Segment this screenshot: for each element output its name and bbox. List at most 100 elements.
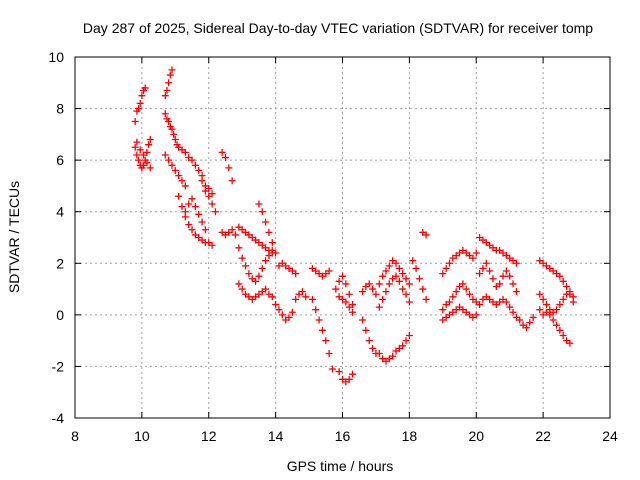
data-point <box>175 192 183 200</box>
data-point <box>188 156 196 164</box>
data-point <box>292 270 300 278</box>
data-point <box>379 295 387 303</box>
data-point <box>178 203 186 211</box>
data-point <box>439 270 447 278</box>
y-tick-label: -4 <box>52 410 65 426</box>
data-point <box>265 228 273 236</box>
data-point <box>379 272 387 280</box>
data-point <box>131 117 139 125</box>
x-tick-label: 10 <box>134 428 150 444</box>
data-point <box>339 272 346 280</box>
data-point <box>191 161 199 169</box>
data-point <box>195 166 203 174</box>
data-point <box>359 288 367 296</box>
data-point <box>546 311 554 319</box>
data-point <box>181 182 189 190</box>
data-point <box>335 368 343 376</box>
data-point <box>369 344 377 352</box>
data-point <box>165 156 173 164</box>
data-point <box>553 306 560 314</box>
data-point <box>496 280 504 288</box>
data-point <box>342 298 350 306</box>
data-point <box>402 290 410 298</box>
data-point <box>272 249 280 257</box>
data-point <box>145 141 153 149</box>
data-point <box>198 177 206 185</box>
data-point <box>188 226 196 234</box>
data-point <box>268 239 276 247</box>
data-point <box>522 324 530 332</box>
data-point <box>512 259 520 267</box>
data-point <box>476 301 484 309</box>
data-point <box>502 298 510 306</box>
data-point <box>265 252 273 260</box>
data-point <box>479 264 487 272</box>
data-point <box>136 146 144 154</box>
data-point <box>140 151 148 159</box>
data-point <box>539 295 547 303</box>
data-point <box>211 208 219 216</box>
data-point <box>143 159 151 167</box>
data-point <box>315 316 323 324</box>
data-point <box>255 200 263 208</box>
data-point <box>563 282 571 290</box>
data-point <box>382 267 390 275</box>
data-point <box>365 337 373 345</box>
y-tick-label: 0 <box>56 307 64 323</box>
data-point <box>175 172 183 180</box>
data-point <box>399 342 407 350</box>
data-point <box>559 295 567 303</box>
data-point <box>375 280 383 288</box>
data-point <box>509 308 517 316</box>
data-point <box>422 231 430 239</box>
data-point <box>405 280 413 288</box>
data-point <box>359 316 367 324</box>
data-point <box>225 164 233 172</box>
data-point <box>232 231 239 239</box>
data-point <box>198 218 206 226</box>
y-tick-label: 6 <box>56 152 64 168</box>
data-point <box>178 177 186 185</box>
x-tick-label: 12 <box>201 428 217 444</box>
data-point <box>322 337 330 345</box>
data-point <box>506 303 514 311</box>
data-point <box>268 293 276 301</box>
data-point <box>345 290 353 298</box>
data-point <box>556 301 564 309</box>
data-point <box>131 143 139 151</box>
data-point <box>365 280 373 288</box>
y-tick-label: -2 <box>52 358 65 374</box>
data-point <box>136 99 144 107</box>
data-point <box>559 277 567 285</box>
data-point <box>422 295 430 303</box>
data-point <box>181 148 189 156</box>
data-point <box>382 288 390 296</box>
data-point <box>489 275 497 283</box>
data-point <box>375 350 383 358</box>
data-point <box>262 257 270 265</box>
data-point <box>372 290 380 298</box>
data-point <box>369 285 377 293</box>
data-point <box>499 272 507 280</box>
data-point <box>201 226 209 234</box>
data-point <box>415 275 423 283</box>
data-point <box>272 301 280 309</box>
data-point <box>395 277 403 285</box>
data-point <box>385 262 393 270</box>
data-point <box>482 259 490 267</box>
data-point <box>252 277 260 285</box>
data-point <box>529 313 537 321</box>
data-point <box>449 293 457 301</box>
data-point <box>402 275 410 283</box>
data-point <box>163 87 171 95</box>
data-point <box>188 195 196 203</box>
data-point <box>302 293 310 301</box>
data-point <box>405 298 413 306</box>
data-point <box>462 285 470 293</box>
data-point <box>275 306 283 314</box>
data-point <box>472 249 480 257</box>
data-point <box>312 306 320 314</box>
data-point <box>308 295 316 303</box>
data-point <box>278 311 286 319</box>
data-point <box>262 285 270 293</box>
